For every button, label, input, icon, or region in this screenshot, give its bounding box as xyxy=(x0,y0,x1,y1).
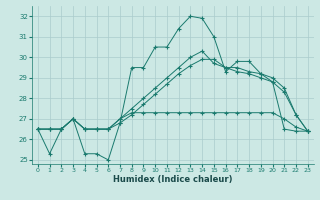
X-axis label: Humidex (Indice chaleur): Humidex (Indice chaleur) xyxy=(113,175,233,184)
